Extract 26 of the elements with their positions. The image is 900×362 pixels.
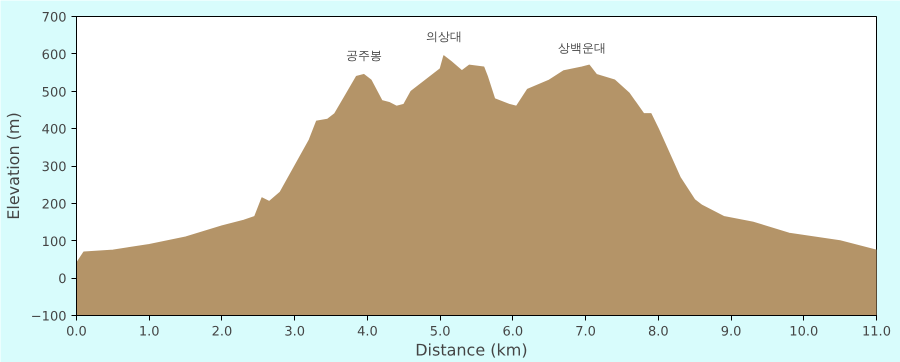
y-tick-label: 200 [42,197,67,212]
x-tick-label: 6.0 [502,324,524,340]
x-axis-title: Distance (km) [415,340,528,360]
y-tick-label: 600 [42,48,67,63]
x-tick-label: 9.0 [720,324,742,340]
annotation: 공주봉 [346,48,382,62]
annotation: 의상대 [426,30,462,44]
y-axis-title: Elevation (m) [4,112,23,220]
annotation: 상백운대 [558,40,606,55]
y-tick-label: 700 [42,10,67,26]
y-tick-label: 500 [42,85,67,100]
y-tick-label: −100 [30,310,67,324]
y-tick-label: 0 [58,272,67,288]
x-tick-label: 8.0 [648,324,669,340]
x-tick-label: 3.0 [284,324,306,340]
y-tick-label: 300 [42,160,67,175]
x-tick-label: 0.0 [66,324,87,340]
x-tick-label: 11.0 [862,324,891,340]
x-tick-label: 5.0 [430,324,450,340]
x-tick-label: 7.0 [575,324,596,340]
x-tick-label: 10.0 [789,324,818,340]
y-tick-label: 400 [42,122,67,138]
y-tick-label: 100 [42,234,67,250]
x-tick-label: 1.0 [138,324,160,340]
x-tick-label: 2.0 [212,324,232,340]
x-tick-label: 4.0 [357,324,378,340]
